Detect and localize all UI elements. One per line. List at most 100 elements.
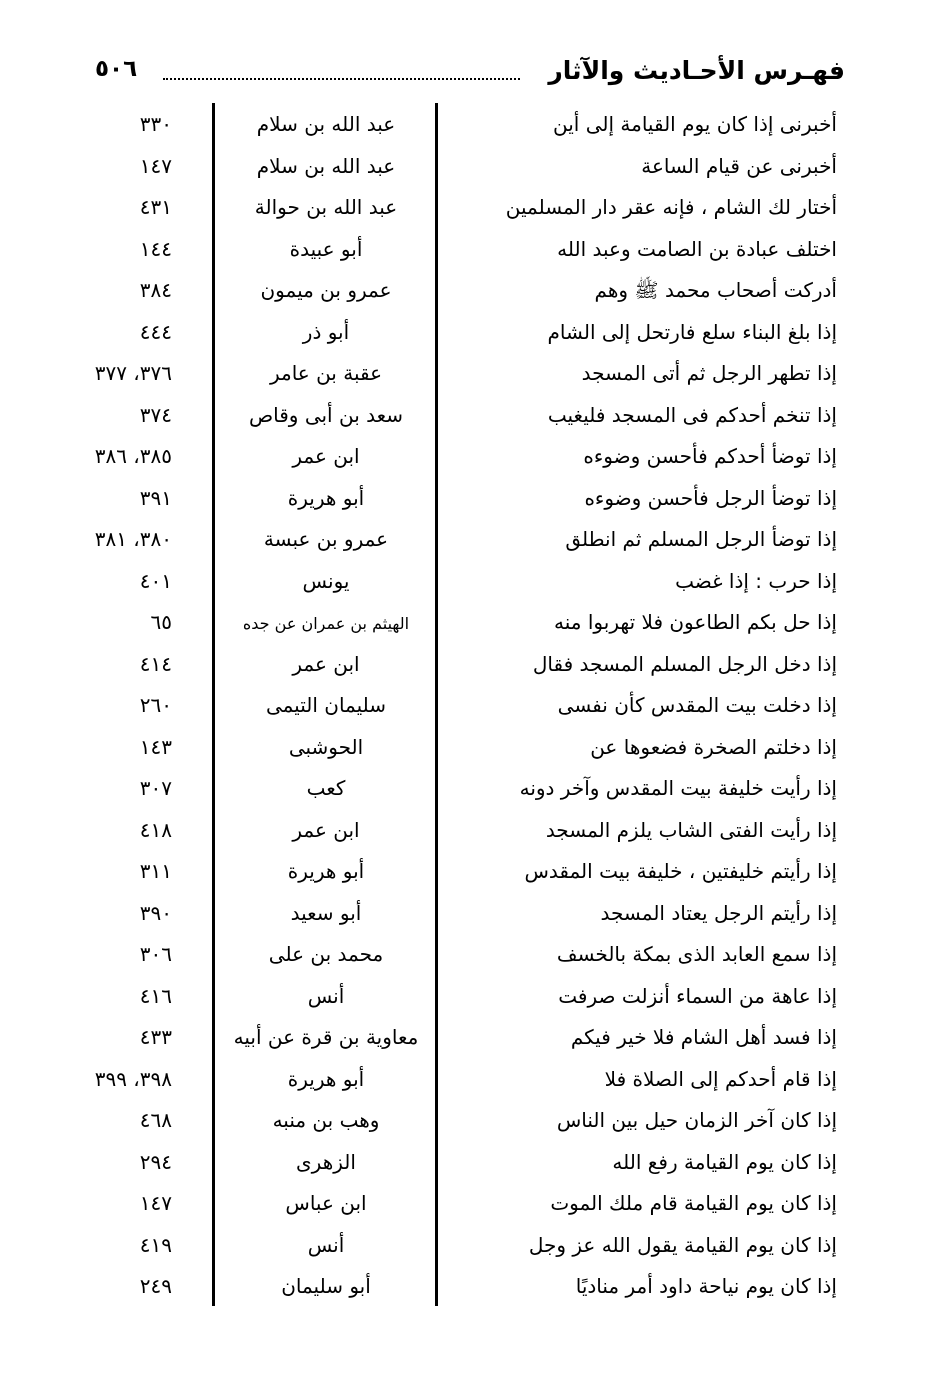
index-row: إذا رأيت خليفة بيت المقدس وآخر دونه كعب ٣٠… bbox=[0, 772, 947, 814]
page-refs: ١٤٧ bbox=[139, 1191, 172, 1215]
narrator: الزهرى bbox=[296, 1149, 356, 1174]
index-row: إذا بلغ البناء سلع فارتحل إلى الشام أبو ذ… bbox=[0, 316, 947, 358]
page-refs: ٤١٦ bbox=[139, 983, 172, 1008]
index-row: إذا رأيتم الرجل يعتاد المسجد أبو سعيد ٣٩٠ bbox=[0, 897, 947, 939]
narrator: عبد الله بن حوالة bbox=[254, 195, 398, 219]
page-refs: ٣٣٠ bbox=[139, 112, 172, 136]
narrator: أبو سعيد bbox=[290, 900, 362, 925]
hadith-text: إذا دخلت بيت المقدس كأن نفسى bbox=[557, 693, 837, 717]
hadith-text: إذا تطهر الرجل ثم أتى المسجد bbox=[581, 361, 837, 385]
page-refs: ٣٨٥، ٣٨٦ bbox=[94, 444, 172, 468]
narrator: وهب بن منبه bbox=[272, 1108, 380, 1132]
narrator: أبو سليمان bbox=[281, 1274, 371, 1298]
narrator: الحوشبى bbox=[288, 734, 364, 759]
running-header: فهـرس الأحـاديث والآثار ٥٠٦ bbox=[95, 56, 845, 92]
page-refs: ٤٠١ bbox=[139, 568, 172, 593]
narrator: عقبة بن عامر bbox=[269, 361, 383, 385]
hadith-text: اختلف عبادة بن الصامت وعبد الله bbox=[557, 236, 837, 261]
hadith-text: إذا دخلتم الصخرة فضعوها عن bbox=[590, 734, 837, 759]
hadith-text: إذا رأيت خليفة بيت المقدس وآخر دونه bbox=[519, 776, 837, 800]
hadith-text: إذا كان آخر الزمان حيل بين الناس bbox=[556, 1108, 837, 1132]
hadith-text: إذا رأيت الفتى الشاب يلزم المسجد bbox=[545, 817, 837, 842]
hadith-text: إذا حل بكم الطاعون فلا تهربوا منه bbox=[554, 610, 837, 634]
page-refs: ٦٥ bbox=[150, 610, 172, 634]
index-row: إذا كان يوم نياحة داود أمر مناديًا أبو سل… bbox=[0, 1270, 947, 1312]
narrator: سليمان التيمى bbox=[265, 693, 387, 717]
page-refs: ٣٧٤ bbox=[139, 402, 172, 427]
page-refs: ٢٩٤ bbox=[139, 1149, 172, 1174]
index-row: إذا سمع العابد الذى بمكة بالخسف محمد بن ع… bbox=[0, 938, 947, 980]
page-refs: ٤١٩ bbox=[139, 1232, 172, 1257]
hadith-text: إذا عاهة من السماء أنزلت صرفت bbox=[558, 983, 837, 1008]
index-row: إذا قام أحدكم إلى الصلاة فلا أبو هريرة ٣٩٨… bbox=[0, 1063, 947, 1105]
narrator: عمرو بن عبسة bbox=[263, 527, 389, 551]
index-row: إذا حل بكم الطاعون فلا تهربوا منه الهيثم … bbox=[0, 606, 947, 648]
page-refs: ٣٧٦، ٣٧٧ bbox=[94, 361, 172, 385]
page-refs: ١٤٧ bbox=[139, 153, 172, 178]
narrator: ابن عمر bbox=[292, 817, 360, 842]
index-row: إذا توضأ أحدكم فأحسن وضوءه ابن عمر ٣٨٥، ٣٨… bbox=[0, 440, 947, 482]
page-refs: ٣٠٦ bbox=[139, 942, 172, 966]
index-row: أدركت أصحاب محمد ﷺ وهم عمرو بن ميمون ٣٨٤ bbox=[0, 274, 947, 316]
narrator: الهيثم بن عمران عن جده bbox=[242, 614, 410, 633]
index-row: إذا توضأ الرجل المسلم ثم انطلق عمرو بن عب… bbox=[0, 523, 947, 565]
hadith-text: أختار لك الشام ، فإنه عقر دار المسلمين bbox=[505, 195, 837, 219]
page-refs: ٣٩٨، ٣٩٩ bbox=[94, 1066, 172, 1091]
page-refs: ٤٤٤ bbox=[139, 319, 172, 344]
page-refs: ٤٣١ bbox=[139, 195, 172, 219]
hadith-text: إذا توضأ الرجل فأحسن وضوءه bbox=[584, 485, 837, 510]
hadith-text: إذا تنخم أحدكم فى المسجد فليغيب bbox=[547, 402, 837, 427]
page-refs: ٤١٨ bbox=[139, 817, 172, 842]
hadith-text: إذا كان يوم القيامة رفع الله bbox=[612, 1149, 837, 1174]
index-row: إذا كان يوم القيامة رفع الله الزهرى ٢٩٤ bbox=[0, 1146, 947, 1188]
index-row: إذا كان آخر الزمان حيل بين الناس وهب بن م… bbox=[0, 1104, 947, 1146]
page-refs: ١٤٤ bbox=[139, 236, 172, 261]
index-row: إذا تنخم أحدكم فى المسجد فليغيب سعد بن أب… bbox=[0, 399, 947, 441]
index-row: إذا تطهر الرجل ثم أتى المسجد عقبة بن عامر… bbox=[0, 357, 947, 399]
index-row: أخبرنى إذا كان يوم القيامة إلى أين عبد ال… bbox=[0, 108, 947, 150]
page-refs: ٤٣٣ bbox=[139, 1025, 172, 1049]
hadith-text: إذا دخل الرجل المسلم المسجد فقال bbox=[532, 651, 837, 676]
index-row: إذا حرب : إذا غضب يونس ٤٠١ bbox=[0, 565, 947, 607]
index-row: إذا رأيت الفتى الشاب يلزم المسجد ابن عمر ٤… bbox=[0, 814, 947, 856]
page-refs: ٣٨٠، ٣٨١ bbox=[94, 527, 172, 551]
index-row: إذا دخلتم الصخرة فضعوها عن الحوشبى ١٤٣ bbox=[0, 731, 947, 773]
index-row: أختار لك الشام ، فإنه عقر دار المسلمين عب… bbox=[0, 191, 947, 233]
index-row: إذا كان يوم القيامة قام ملك الموت ابن عبا… bbox=[0, 1187, 947, 1229]
header-dotted-leader bbox=[163, 78, 520, 80]
index-row: إذا فسد أهل الشام فلا خير فيكم معاوية بن … bbox=[0, 1021, 947, 1063]
narrator: أبو ذر bbox=[302, 319, 350, 344]
page-refs: ٣٨٤ bbox=[139, 278, 172, 302]
narrator: كعب bbox=[306, 776, 346, 800]
page-refs: ١٤٣ bbox=[139, 734, 172, 759]
page-refs: ٤١٤ bbox=[139, 651, 172, 676]
hadith-text: إذا كان يوم القيامة قام ملك الموت bbox=[550, 1191, 837, 1215]
hadith-text: إذا سمع العابد الذى بمكة بالخسف bbox=[556, 942, 837, 966]
hadith-text: إذا رأيتم الرجل يعتاد المسجد bbox=[600, 900, 837, 925]
narrator: أبو هريرة bbox=[287, 485, 365, 510]
narrator: أبو هريرة bbox=[287, 859, 365, 883]
page-refs: ٣٩٠ bbox=[139, 900, 172, 925]
narrator: سعد بن أبى وقاص bbox=[248, 402, 404, 427]
hadith-text: أخبرنى عن قيام الساعة bbox=[641, 153, 837, 178]
index-row: إذا كان يوم القيامة يقول الله عز وجل أنس ٤… bbox=[0, 1229, 947, 1271]
page-refs: ٣٠٧ bbox=[139, 776, 172, 800]
index-row: إذا توضأ الرجل فأحسن وضوءه أبو هريرة ٣٩١ bbox=[0, 482, 947, 524]
narrator: معاوية بن قرة عن أبيه bbox=[233, 1025, 419, 1049]
narrator: أنس bbox=[307, 1232, 345, 1257]
index-row: أخبرنى عن قيام الساعة عبد الله بن سلام ١٤٧ bbox=[0, 150, 947, 192]
index-row: إذا دخل الرجل المسلم المسجد فقال ابن عمر ٤… bbox=[0, 648, 947, 690]
header-title: فهـرس الأحـاديث والآثار bbox=[548, 56, 845, 85]
index-row: إذا عاهة من السماء أنزلت صرفت أنس ٤١٦ bbox=[0, 980, 947, 1022]
hadith-text: إذا فسد أهل الشام فلا خير فيكم bbox=[570, 1025, 837, 1049]
index-row: إذا رأيتم خليفتين ، خليفة بيت المقدس أبو … bbox=[0, 855, 947, 897]
narrator: ابن عمر bbox=[292, 444, 360, 468]
page-number: ٥٠٦ bbox=[95, 56, 138, 82]
hadith-text: إذا رأيتم خليفتين ، خليفة بيت المقدس bbox=[524, 859, 837, 883]
page-refs: ٣١١ bbox=[139, 859, 172, 883]
narrator: محمد بن على bbox=[268, 942, 384, 966]
hadith-text: أخبرنى إذا كان يوم القيامة إلى أين bbox=[553, 112, 837, 136]
page-refs: ٢٤٩ bbox=[139, 1274, 172, 1298]
hadith-text: إذا حرب : إذا غضب bbox=[675, 568, 837, 593]
hadith-text: أدركت أصحاب محمد ﷺ وهم bbox=[594, 278, 837, 302]
